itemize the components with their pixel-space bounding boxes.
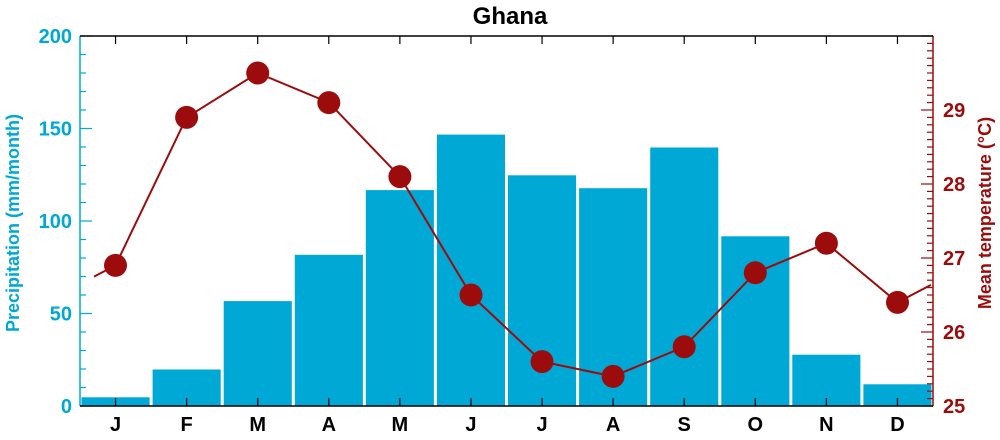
month-tick-label: S bbox=[678, 414, 691, 435]
temperature-tick-label: 29 bbox=[943, 100, 965, 122]
month-tick-label: A bbox=[322, 414, 336, 435]
temperature-tick-label: 25 bbox=[943, 396, 965, 418]
month-tick-label: O bbox=[748, 414, 764, 435]
temperature-point bbox=[104, 253, 127, 277]
month-tick-label: F bbox=[181, 414, 193, 435]
precipitation-bar bbox=[222, 300, 293, 407]
precipitation-tick-label: 0 bbox=[61, 396, 72, 418]
temperature-axis: 25 26 27 28 29 bbox=[921, 35, 965, 418]
chart-title: Ghana bbox=[473, 3, 548, 30]
temperature-point bbox=[388, 165, 412, 189]
precipitation-tick-label: 50 bbox=[50, 304, 72, 326]
precipitation-axis-label: Precipitation (mm/month) bbox=[3, 114, 23, 332]
precipitation-bar bbox=[364, 189, 435, 407]
temperature-point bbox=[672, 335, 696, 359]
temperature-series-line bbox=[93, 71, 932, 378]
month-tick-label: J bbox=[110, 414, 121, 435]
temperature-tick-label: 27 bbox=[943, 248, 965, 270]
precipitation-bar bbox=[791, 353, 862, 407]
temperature-point bbox=[459, 283, 483, 307]
precipitation-tick-label: 100 bbox=[39, 211, 72, 233]
temperature-tick-label: 28 bbox=[943, 174, 965, 196]
temperature-point bbox=[814, 231, 838, 255]
month-tick-label: M bbox=[392, 414, 409, 435]
month-tick-label: M bbox=[249, 414, 266, 435]
temperature-line bbox=[93, 61, 932, 388]
temperature-tick-label: 26 bbox=[943, 322, 965, 344]
precipitation-bar bbox=[435, 133, 506, 407]
month-tick-label: J bbox=[536, 414, 547, 435]
month-tick-label: A bbox=[606, 414, 620, 435]
month-tick-label: N bbox=[819, 414, 833, 435]
precipitation-tick-label: 150 bbox=[39, 119, 72, 141]
month-tick-label: J bbox=[465, 414, 476, 435]
temperature-point bbox=[743, 261, 767, 285]
temperature-point bbox=[530, 350, 554, 374]
precipitation-bar bbox=[293, 253, 364, 407]
precipitation-bar bbox=[649, 146, 720, 407]
temperature-point bbox=[601, 364, 625, 388]
temperature-point bbox=[246, 61, 270, 85]
temperature-point bbox=[886, 290, 909, 314]
precipitation-axis: 0 50 100 150 200 bbox=[39, 26, 92, 418]
precipitation-bars bbox=[80, 133, 933, 407]
temperature-axis-label: Mean temperature (°C) bbox=[975, 117, 995, 309]
precipitation-tick-label: 200 bbox=[39, 26, 72, 48]
temperature-point bbox=[317, 91, 341, 115]
month-tick-label: D bbox=[890, 414, 904, 435]
temperature-point bbox=[175, 105, 199, 129]
